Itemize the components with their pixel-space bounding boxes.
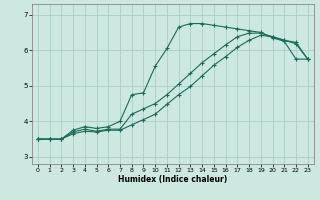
- X-axis label: Humidex (Indice chaleur): Humidex (Indice chaleur): [118, 175, 228, 184]
